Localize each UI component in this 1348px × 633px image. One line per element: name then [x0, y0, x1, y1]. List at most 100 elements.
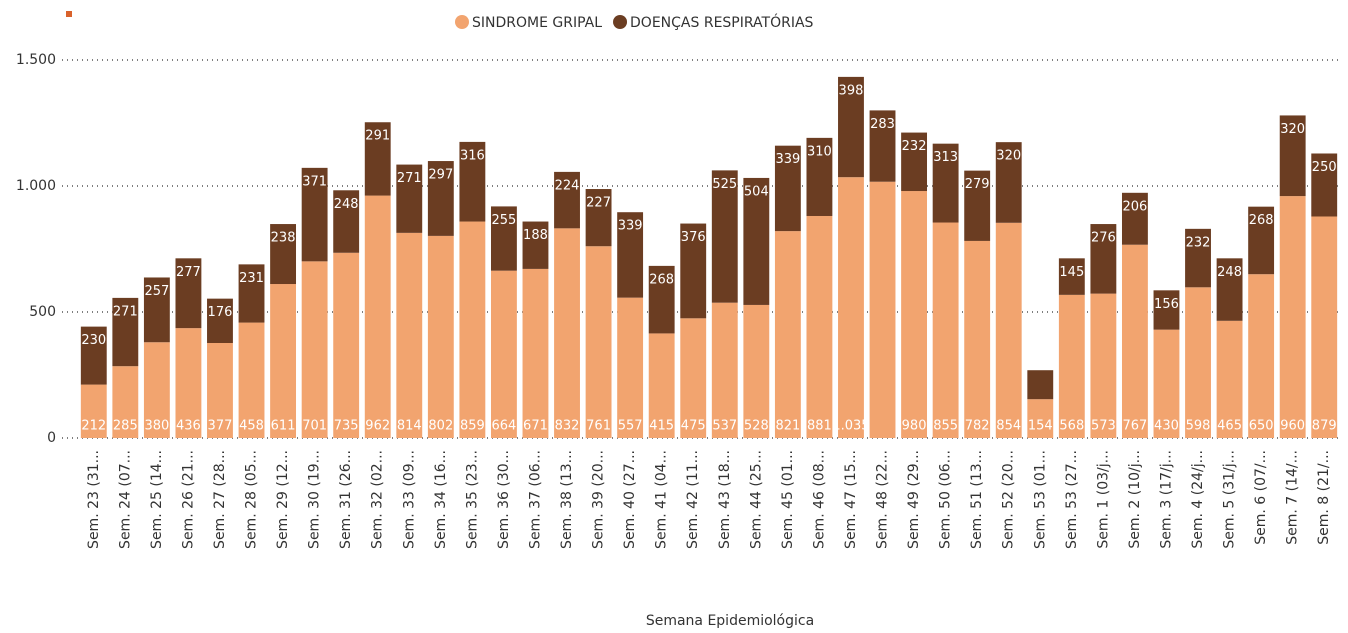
bar-segment [901, 191, 928, 438]
value-label: 854 [996, 419, 1021, 434]
x-tick-label: Sem. 43 (18... [717, 450, 733, 549]
x-tick-label: Sem. 35 (23... [464, 450, 480, 549]
value-label: 701 [302, 419, 327, 434]
bar-segment [806, 137, 833, 216]
value-label: 960 [1280, 419, 1305, 434]
value-label: 276 [1091, 231, 1116, 246]
value-label: 255 [492, 213, 517, 228]
bar-segment [1216, 320, 1243, 438]
value-label: 277 [176, 265, 201, 280]
bar-segment [459, 221, 486, 438]
bar-segment [774, 231, 801, 438]
x-tick-label: Sem. 32 (02... [370, 450, 386, 549]
bar-segment [427, 161, 454, 236]
bar-segment [1185, 228, 1211, 288]
x-tick-label: Sem. 8 (21/... [1316, 450, 1332, 545]
value-label: 232 [902, 139, 927, 154]
bar-segment [522, 268, 549, 438]
value-label: 380 [144, 419, 169, 434]
bar-segment [1279, 196, 1306, 438]
bar-segment [1090, 293, 1117, 438]
bar-segment [238, 264, 265, 323]
bar-segment [1185, 287, 1211, 438]
x-tick-label: Sem. 46 (08... [811, 450, 827, 549]
x-tick-label: Sem. 41 (04... [654, 450, 670, 549]
value-label: 980 [902, 419, 927, 434]
y-tick-label: 1.000 [16, 178, 56, 194]
value-label: 525 [712, 177, 737, 192]
value-label: 188 [523, 228, 548, 243]
bar-segment [333, 190, 360, 253]
x-tick-label: Sem. 51 (13... [969, 450, 985, 549]
bar-segment [869, 110, 896, 182]
bar-segment [396, 164, 423, 233]
value-label: 664 [492, 419, 517, 434]
bar-segment [806, 215, 833, 438]
value-label: 855 [933, 419, 958, 434]
value-label: 436 [176, 419, 201, 434]
value-label: 248 [334, 197, 359, 212]
bar-segment [80, 326, 107, 385]
bar-segment [1090, 224, 1117, 294]
x-tick-label: Sem. 40 (27... [622, 450, 638, 549]
bar-segment [617, 212, 644, 298]
bar-segment [1027, 399, 1054, 438]
legend-marker [613, 15, 628, 29]
bar-segment [301, 261, 328, 438]
bar-segment [143, 277, 170, 343]
value-label: 313 [933, 150, 958, 165]
bar-segment [680, 223, 707, 319]
x-tick-label: Sem. 27 (28... [212, 450, 228, 549]
x-tick-label: Sem. 49 (29... [906, 450, 922, 549]
value-label: 782 [965, 419, 990, 434]
value-label: 962 [365, 419, 390, 434]
value-label: 598 [1186, 419, 1211, 434]
value-label: 310 [807, 144, 832, 159]
bar-segment [112, 297, 139, 367]
bar-segment [617, 297, 644, 438]
value-label: 316 [460, 148, 485, 163]
x-tick-label: Sem. 36 (30... [496, 450, 512, 549]
x-tick-label: Sem. 34 (16... [433, 450, 449, 549]
y-tick-label: 0 [47, 430, 56, 446]
bar-segment [1121, 192, 1148, 245]
x-tick-label: Sem. 33 (09... [401, 450, 417, 549]
value-label: 611 [271, 419, 296, 434]
bar-segment [270, 284, 297, 438]
value-label: 271 [397, 171, 422, 186]
bar-segment [207, 342, 233, 438]
bar-segment [1248, 206, 1275, 275]
value-label: 297 [428, 168, 453, 183]
bar-segment [680, 318, 707, 438]
bar-segment [585, 246, 612, 438]
bar-segment [838, 76, 864, 178]
value-label: 248 [1217, 265, 1242, 280]
x-tick-label: Sem. 5 (31/j... [1222, 450, 1238, 549]
bar-segment [964, 170, 991, 241]
value-label: 271 [113, 304, 138, 319]
value-label: 761 [586, 419, 611, 434]
x-tick-label: Sem. 23 (31... [86, 450, 102, 549]
x-tick-label: Sem. 44 (25... [748, 450, 764, 549]
bar-segment [1153, 290, 1180, 330]
x-tick-label: Sem. 2 (10/j... [1127, 450, 1143, 549]
x-tick-label: Sem. 50 (06... [938, 450, 954, 549]
value-label: 465 [1217, 419, 1242, 434]
legend-marker [455, 15, 469, 29]
value-label: 415 [649, 419, 674, 434]
x-tick-label: Sem. 52 (20... [1001, 450, 1017, 549]
bar-segment [585, 189, 612, 247]
x-tick-label: Sem. 37 (06... [527, 450, 543, 549]
bar-segment [554, 171, 580, 229]
bar-segment [1058, 258, 1085, 295]
bar-segment [995, 222, 1022, 438]
bar-segment [1027, 370, 1054, 400]
bar-segment [364, 122, 391, 196]
y-tick-label: 500 [29, 304, 56, 320]
value-label: 232 [1186, 235, 1211, 250]
x-tick-label: Sem. 7 (14/... [1285, 450, 1301, 545]
bar-segment [1279, 115, 1306, 197]
value-label: 430 [1154, 419, 1179, 434]
value-label: 231 [239, 271, 264, 286]
